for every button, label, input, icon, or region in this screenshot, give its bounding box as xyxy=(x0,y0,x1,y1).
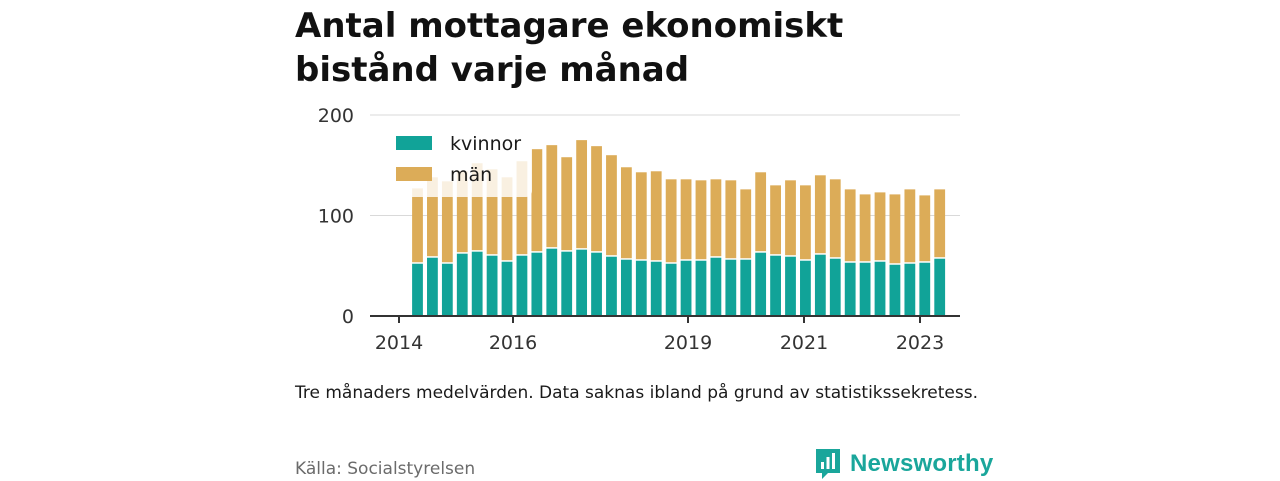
newsworthy-logo[interactable]: Newsworthy xyxy=(814,447,993,481)
bar-man xyxy=(904,189,916,263)
bar-man xyxy=(650,171,662,261)
bar-man xyxy=(531,149,543,252)
bar-kvinnor xyxy=(486,255,498,316)
legend: kvinnor män xyxy=(384,127,532,197)
bar-man xyxy=(620,167,632,259)
bar-man xyxy=(710,179,722,257)
bar-kvinnor xyxy=(859,262,871,316)
legend-label: män xyxy=(450,164,492,186)
bar-man xyxy=(606,155,617,256)
bar-kvinnor xyxy=(606,256,617,316)
bar-kvinnor xyxy=(546,248,558,316)
bar-kvinnor xyxy=(561,251,573,316)
bar-man xyxy=(471,163,483,251)
bar-man xyxy=(770,185,781,255)
bar-kvinnor xyxy=(427,257,438,316)
bar-kvinnor xyxy=(814,254,826,316)
bar-kvinnor xyxy=(755,252,767,316)
x-tick-label: 2021 xyxy=(780,332,828,354)
newsworthy-logo-icon xyxy=(816,449,840,479)
bar-kvinnor xyxy=(740,259,752,316)
bar-kvinnor xyxy=(516,255,528,316)
bar-man xyxy=(800,185,811,260)
bar-man xyxy=(889,194,901,264)
bar-man xyxy=(427,177,438,257)
bar-kvinnor xyxy=(844,262,856,316)
bar-kvinnor xyxy=(680,260,692,316)
bar-kvinnor xyxy=(889,264,901,316)
bar-man xyxy=(456,171,468,253)
x-tick-label: 2023 xyxy=(896,332,944,354)
bar-kvinnor xyxy=(874,261,886,316)
bar-kvinnor xyxy=(441,263,453,316)
bar-man xyxy=(814,175,826,254)
bar-man xyxy=(591,146,602,252)
bar-man xyxy=(501,177,513,261)
y-tick-label: 200 xyxy=(318,105,354,127)
bars xyxy=(412,140,946,316)
bar-man xyxy=(740,189,752,259)
bar-man xyxy=(441,181,453,263)
bar-kvinnor xyxy=(770,255,781,316)
bar-kvinnor xyxy=(531,252,543,316)
bar-kvinnor xyxy=(635,260,647,316)
bar-kvinnor xyxy=(620,259,632,316)
bar-kvinnor xyxy=(829,258,841,316)
bar-kvinnor xyxy=(501,261,513,316)
bar-man xyxy=(695,180,707,260)
bar-man xyxy=(486,169,498,255)
bar-man xyxy=(546,145,558,248)
bar-kvinnor xyxy=(785,256,796,316)
source-text: Källa: Socialstyrelsen xyxy=(295,459,476,479)
bar-chart: 0 100 200 2014 2016 2019 2021 2023 kvinnor män xyxy=(318,105,960,354)
legend-label: kvinnor xyxy=(450,133,521,155)
bar-kvinnor xyxy=(919,262,931,316)
chart-note: Tre månaders medelvärden. Data saknas ib… xyxy=(295,383,978,403)
bar-man xyxy=(576,140,588,249)
bar-kvinnor xyxy=(650,261,662,316)
x-tick-label: 2014 xyxy=(375,332,423,354)
bar-man xyxy=(665,179,677,263)
bar-man xyxy=(934,189,946,258)
bar-man xyxy=(844,189,856,262)
bar-kvinnor xyxy=(725,259,737,316)
bar-kvinnor xyxy=(904,263,916,316)
bar-man xyxy=(785,180,796,256)
bar-kvinnor xyxy=(800,260,811,316)
bar-kvinnor xyxy=(412,263,423,316)
y-tick-label: 100 xyxy=(318,206,354,228)
bar-man xyxy=(635,172,647,260)
bar-kvinnor xyxy=(456,253,468,316)
y-tick-label: 0 xyxy=(342,306,354,328)
bar-kvinnor xyxy=(591,252,602,316)
bar-kvinnor xyxy=(471,251,483,316)
bar-man xyxy=(412,188,423,263)
legend-swatch xyxy=(396,136,432,150)
bar-kvinnor xyxy=(665,263,677,316)
bar-man xyxy=(755,172,767,252)
brand-name: Newsworthy xyxy=(850,450,994,477)
bar-man xyxy=(859,194,871,262)
x-tick-label: 2019 xyxy=(664,332,712,354)
bar-kvinnor xyxy=(695,260,707,316)
bar-man xyxy=(516,161,528,255)
bar-kvinnor xyxy=(576,249,588,316)
bar-kvinnor xyxy=(934,258,946,316)
bar-man xyxy=(874,192,886,261)
bar-man xyxy=(829,179,841,258)
bar-kvinnor xyxy=(710,257,722,316)
chart-title: Antal mottagare ekonomiskt bistånd varje… xyxy=(295,6,844,90)
bar-man xyxy=(919,195,931,262)
bar-man xyxy=(725,180,737,259)
x-tick-label: 2016 xyxy=(489,332,537,354)
bar-man xyxy=(680,179,692,260)
legend-swatch xyxy=(396,167,432,181)
axes: 0 100 200 2014 2016 2019 2021 2023 xyxy=(318,105,960,354)
bar-man xyxy=(561,157,573,251)
